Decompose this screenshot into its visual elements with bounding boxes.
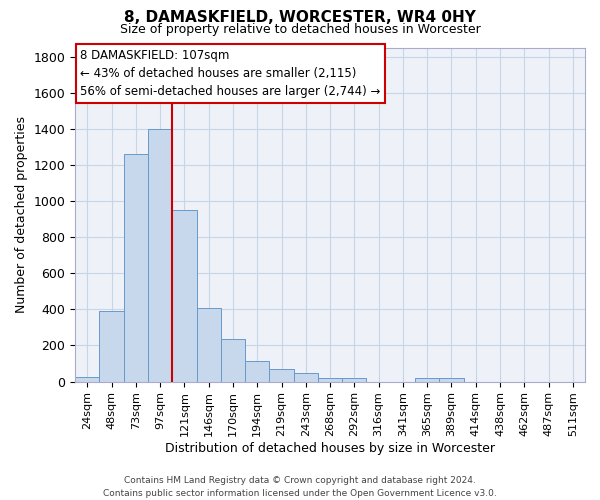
Text: Size of property relative to detached houses in Worcester: Size of property relative to detached ho… bbox=[119, 22, 481, 36]
Bar bbox=[197, 308, 221, 382]
Text: 8 DAMASKFIELD: 107sqm
← 43% of detached houses are smaller (2,115)
56% of semi-d: 8 DAMASKFIELD: 107sqm ← 43% of detached … bbox=[80, 49, 380, 98]
Bar bbox=[415, 378, 439, 382]
Bar bbox=[245, 361, 269, 382]
Bar bbox=[439, 378, 464, 382]
Bar bbox=[148, 129, 172, 382]
Text: Contains HM Land Registry data © Crown copyright and database right 2024.
Contai: Contains HM Land Registry data © Crown c… bbox=[103, 476, 497, 498]
Bar bbox=[318, 378, 342, 382]
Bar bbox=[100, 311, 124, 382]
Bar bbox=[172, 210, 197, 382]
Bar bbox=[269, 370, 293, 382]
Bar bbox=[221, 339, 245, 382]
Y-axis label: Number of detached properties: Number of detached properties bbox=[15, 116, 28, 313]
Text: 8, DAMASKFIELD, WORCESTER, WR4 0HY: 8, DAMASKFIELD, WORCESTER, WR4 0HY bbox=[124, 10, 476, 25]
Bar bbox=[75, 377, 100, 382]
Bar bbox=[342, 378, 367, 382]
Bar bbox=[293, 372, 318, 382]
X-axis label: Distribution of detached houses by size in Worcester: Distribution of detached houses by size … bbox=[165, 442, 495, 455]
Bar bbox=[124, 154, 148, 382]
